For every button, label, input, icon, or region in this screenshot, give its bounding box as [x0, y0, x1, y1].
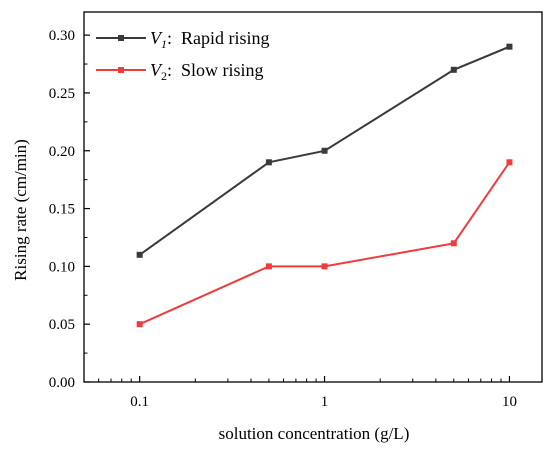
x-axis: 0.1 1 10: [83, 376, 517, 410]
data-point: [265, 159, 272, 166]
series-2: [136, 159, 513, 328]
legend-item-1: V1: Rapid rising: [96, 28, 270, 51]
legend-item-2: V2: Slow rising: [96, 60, 264, 83]
data-point: [321, 147, 328, 154]
y-tick-label: 0.25: [49, 86, 75, 102]
data-point: [265, 263, 272, 270]
y-axis-title: Rising rate (cm/min): [11, 139, 30, 281]
y-tick-label: 0.30: [49, 28, 75, 44]
legend: V1: Rapid rising V2: Slow rising: [96, 28, 270, 83]
data-point: [136, 251, 143, 258]
y-tick-label: 0.00: [49, 375, 75, 391]
data-point: [450, 66, 457, 73]
plot-border: [83, 11, 543, 383]
legend-label: V2: Slow rising: [150, 60, 264, 83]
y-tick-label: 0.20: [49, 144, 75, 160]
y-axis: 0.00 0.05 0.10 0.15 0.20 0.25 0.30: [49, 28, 90, 391]
data-point: [136, 321, 143, 328]
data-point: [450, 240, 457, 247]
data-point: [506, 43, 513, 50]
legend-marker: [118, 67, 124, 73]
x-axis-title: solution concentration (g/L): [219, 424, 410, 443]
legend-label: V1: Rapid rising: [150, 28, 270, 51]
data-point: [321, 263, 328, 270]
series-lines: [136, 43, 513, 328]
series-1: [136, 43, 513, 258]
x-tick-label: 10: [502, 394, 517, 410]
x-tick-label: 1: [321, 394, 329, 410]
x-tick-label: 0.1: [130, 394, 149, 410]
plot-frame: [83, 11, 543, 383]
y-tick-label: 0.05: [49, 317, 75, 333]
y-tick-label: 0.10: [49, 259, 75, 275]
legend-marker: [118, 35, 124, 41]
data-point: [506, 159, 513, 166]
y-tick-label: 0.15: [49, 202, 75, 218]
